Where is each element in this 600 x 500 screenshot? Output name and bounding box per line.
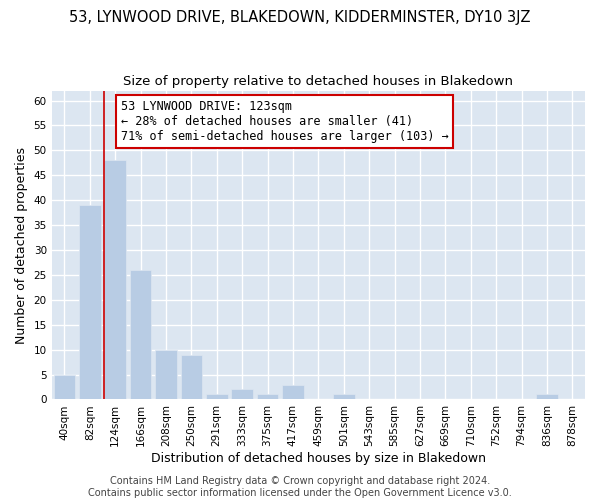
- Bar: [282, 384, 304, 400]
- Bar: [104, 160, 126, 400]
- Bar: [130, 270, 151, 400]
- Bar: [79, 205, 101, 400]
- Text: 53 LYNWOOD DRIVE: 123sqm
← 28% of detached houses are smaller (41)
71% of semi-d: 53 LYNWOOD DRIVE: 123sqm ← 28% of detach…: [121, 100, 449, 143]
- Title: Size of property relative to detached houses in Blakedown: Size of property relative to detached ho…: [124, 75, 514, 88]
- Bar: [257, 394, 278, 400]
- X-axis label: Distribution of detached houses by size in Blakedown: Distribution of detached houses by size …: [151, 452, 486, 465]
- Bar: [333, 394, 355, 400]
- Bar: [181, 354, 202, 400]
- Bar: [53, 374, 75, 400]
- Text: 53, LYNWOOD DRIVE, BLAKEDOWN, KIDDERMINSTER, DY10 3JZ: 53, LYNWOOD DRIVE, BLAKEDOWN, KIDDERMINS…: [69, 10, 531, 25]
- Bar: [536, 394, 557, 400]
- Bar: [232, 390, 253, 400]
- Y-axis label: Number of detached properties: Number of detached properties: [15, 146, 28, 344]
- Bar: [155, 350, 177, 400]
- Bar: [206, 394, 227, 400]
- Text: Contains HM Land Registry data © Crown copyright and database right 2024.
Contai: Contains HM Land Registry data © Crown c…: [88, 476, 512, 498]
